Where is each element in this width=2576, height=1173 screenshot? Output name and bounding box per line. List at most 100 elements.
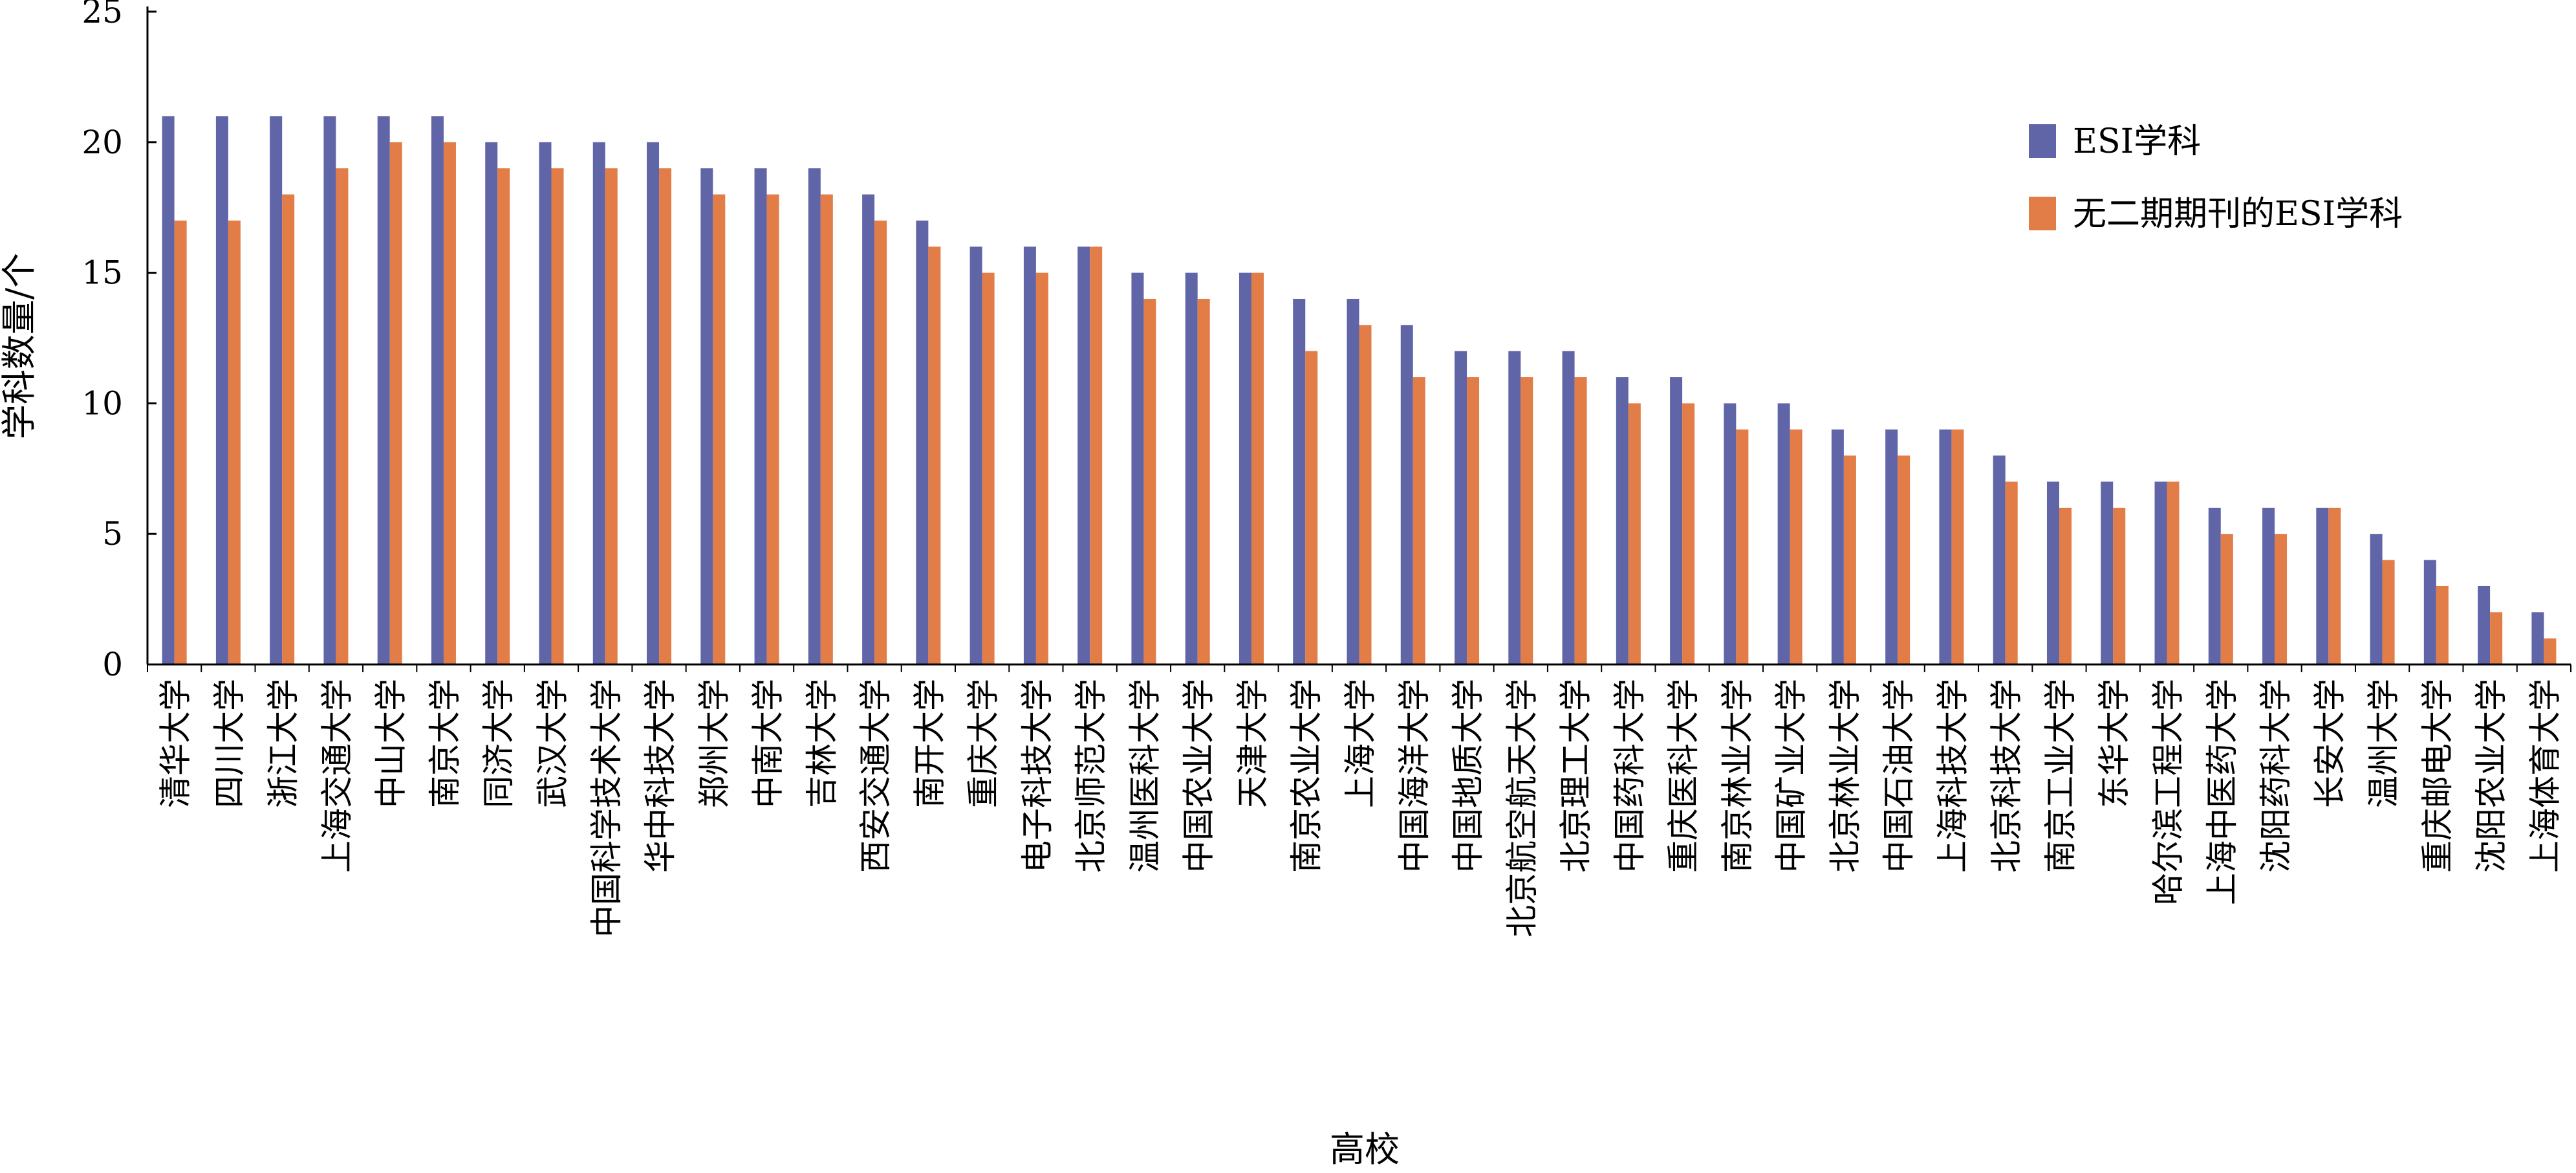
x-tick-label-32: 中国石油大学: [1880, 679, 1918, 873]
bar-no-second-journal-43: [2490, 612, 2503, 664]
x-tick-label-33: 上海科技大学: [1934, 679, 1971, 873]
bar-esi-35: [2046, 481, 2059, 664]
bar-esi-0: [162, 116, 175, 664]
legend-label-1: 无二期期刊的ESI学科: [2073, 195, 2403, 234]
bar-no-second-journal-28: [1682, 403, 1695, 664]
x-tick-label-21: 南京农业大学: [1288, 679, 1325, 873]
x-tick-label-16: 电子科技大学: [1019, 679, 1056, 873]
bar-no-second-journal-24: [1467, 377, 1480, 664]
bar-no-second-journal-40: [2328, 507, 2341, 664]
x-tick-label-20: 天津大学: [1234, 679, 1272, 808]
y-tick-label-0: 0: [102, 646, 123, 683]
bar-esi-38: [2208, 507, 2221, 664]
bar-no-second-journal-12: [820, 194, 833, 664]
bar-no-second-journal-38: [2220, 534, 2233, 664]
bar-esi-7: [539, 142, 552, 665]
bar-no-second-journal-16: [1035, 272, 1048, 665]
bar-no-second-journal-36: [2113, 507, 2126, 664]
bar-no-second-journal-4: [389, 142, 402, 665]
bar-no-second-journal-8: [605, 168, 618, 664]
bar-no-second-journal-21: [1305, 351, 1318, 664]
x-tick-label-15: 重庆大学: [965, 679, 1002, 808]
bar-esi-19: [1185, 272, 1198, 665]
bar-esi-11: [754, 168, 767, 664]
bar-no-second-journal-34: [2005, 481, 2018, 664]
bar-no-second-journal-29: [1736, 429, 1749, 664]
bar-esi-27: [1616, 377, 1629, 664]
bar-esi-20: [1239, 272, 1251, 665]
bar-no-second-journal-27: [1628, 403, 1641, 664]
bar-no-second-journal-19: [1197, 298, 1210, 665]
bar-esi-3: [323, 116, 336, 664]
bar-esi-28: [1670, 377, 1683, 664]
bar-no-second-journal-37: [2167, 481, 2180, 664]
x-tick-label-29: 南京林业大学: [1718, 679, 1756, 873]
bar-esi-32: [1885, 429, 1898, 664]
bar-esi-16: [1023, 247, 1036, 664]
bar-esi-25: [1508, 351, 1521, 664]
x-tick-label-10: 郑州大学: [695, 679, 733, 808]
x-tick-label-27: 中国药科大学: [1611, 679, 1649, 873]
x-axis-label: 高校: [1330, 1129, 1400, 1170]
legend-swatch-0: [2029, 124, 2056, 158]
x-tick-label-39: 沈阳药科大学: [2257, 679, 2295, 873]
bar-no-second-journal-14: [928, 247, 941, 664]
x-tick-label-19: 中国农业大学: [1180, 679, 1218, 873]
bar-no-second-journal-6: [497, 168, 510, 664]
bar-esi-10: [700, 168, 713, 664]
bar-no-second-journal-10: [713, 194, 726, 664]
bar-no-second-journal-22: [1359, 325, 1372, 664]
y-axis-label: 学科数量/个: [0, 253, 39, 439]
x-tick-label-6: 同济大学: [480, 679, 517, 808]
bar-esi-14: [916, 220, 929, 664]
bar-esi-2: [270, 116, 283, 664]
bar-no-second-journal-17: [1090, 247, 1103, 664]
x-tick-label-30: 中国矿业大学: [1773, 679, 1810, 873]
x-tick-label-2: 浙江大学: [265, 679, 302, 808]
x-tick-label-8: 中国科学技术大学: [588, 679, 625, 937]
x-tick-label-1: 四川大学: [211, 679, 248, 808]
y-tick-label-25: 25: [81, 0, 123, 30]
bar-no-second-journal-7: [551, 168, 564, 664]
bar-esi-15: [969, 247, 982, 664]
x-tick-label-26: 北京理工大学: [1557, 679, 1595, 873]
bar-no-second-journal-3: [336, 168, 349, 664]
x-tick-label-11: 中南大学: [750, 679, 787, 808]
bar-no-second-journal-11: [766, 194, 779, 664]
bar-esi-24: [1455, 351, 1467, 664]
bar-esi-34: [1993, 455, 2006, 664]
x-tick-label-9: 华中科技大学: [642, 679, 679, 873]
bar-no-second-journal-23: [1412, 377, 1425, 664]
bar-no-second-journal-30: [1790, 429, 1802, 664]
x-tick-label-40: 长安大学: [2311, 679, 2348, 808]
x-tick-label-23: 中国海洋大学: [1396, 679, 1433, 873]
bar-esi-37: [2154, 481, 2167, 664]
bar-esi-33: [1939, 429, 1952, 664]
x-tick-label-37: 哈尔滨工程大学: [2150, 679, 2187, 905]
bar-esi-5: [431, 116, 444, 664]
bar-esi-23: [1400, 325, 1413, 664]
bar-no-second-journal-31: [1843, 455, 1856, 664]
bar-esi-31: [1831, 429, 1844, 664]
bar-no-second-journal-15: [982, 272, 995, 665]
x-tick-label-44: 上海体育大学: [2526, 679, 2564, 873]
bar-no-second-journal-20: [1251, 272, 1264, 665]
x-tick-label-4: 中山大学: [373, 679, 410, 808]
bar-esi-21: [1293, 298, 1306, 665]
bar-no-second-journal-18: [1143, 298, 1156, 665]
x-tick-label-36: 东华大学: [2095, 679, 2133, 808]
y-tick-label-5: 5: [102, 515, 123, 553]
legend-label-0: ESI学科: [2073, 122, 2201, 161]
bar-esi-26: [1562, 351, 1575, 664]
y-axis: 0 5 10 15 20 25: [81, 0, 157, 683]
bar-no-second-journal-0: [174, 220, 187, 664]
bar-esi-22: [1347, 298, 1359, 665]
x-tick-label-42: 重庆邮电大学: [2419, 679, 2456, 873]
bar-no-second-journal-35: [2059, 507, 2072, 664]
x-tick-label-24: 中国地质大学: [1449, 679, 1487, 873]
x-tick-label-7: 武汉大学: [534, 679, 572, 808]
x-tick-label-5: 南京大学: [426, 679, 464, 808]
bar-no-second-journal-44: [2544, 638, 2557, 664]
